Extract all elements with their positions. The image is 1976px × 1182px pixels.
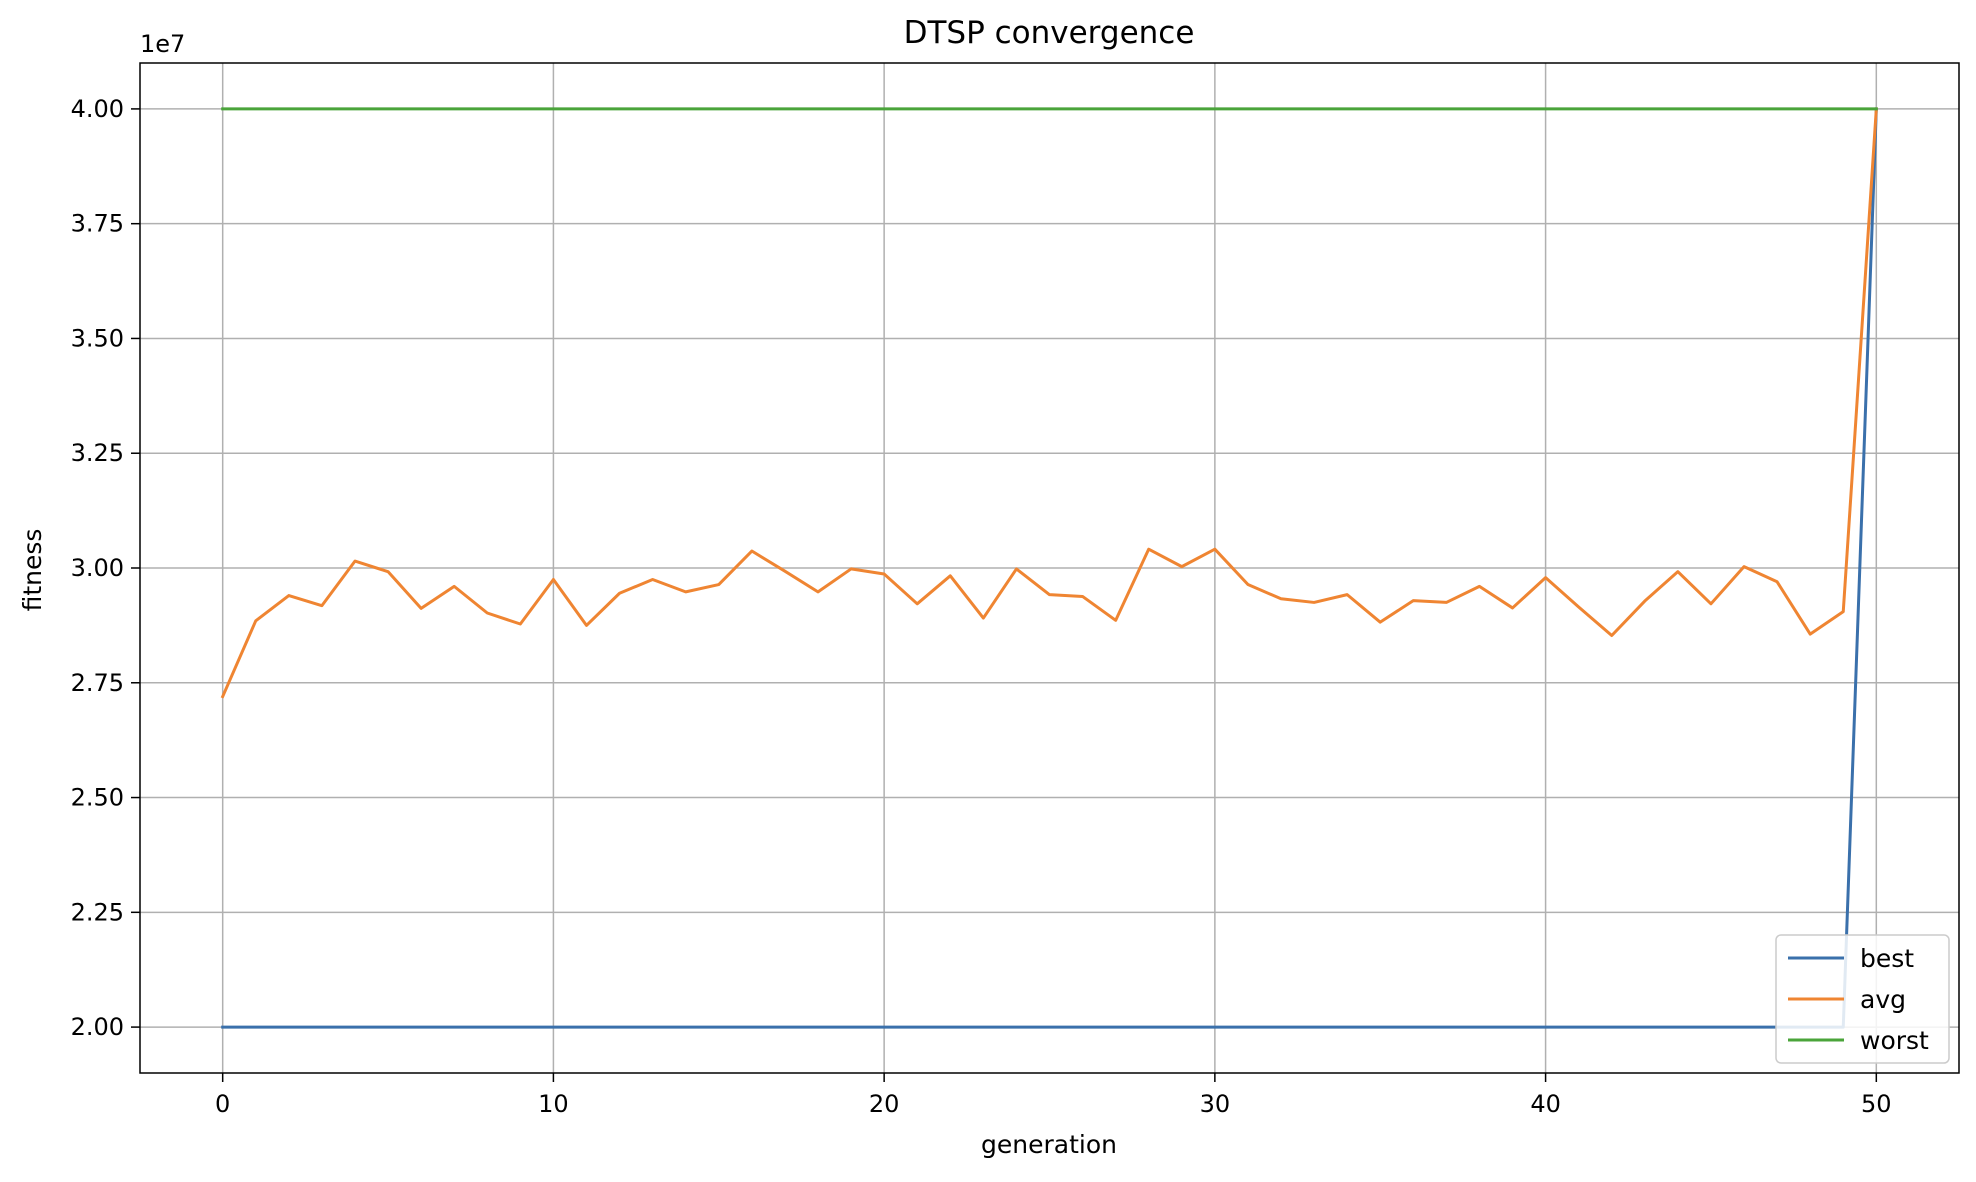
x-tick-label: 30: [1200, 1090, 1231, 1118]
x-tick-label: 40: [1530, 1090, 1561, 1118]
x-axis-label: generation: [981, 1130, 1117, 1159]
series-line-avg: [220, 107, 1878, 699]
x-tick-label: 50: [1861, 1090, 1892, 1118]
x-tick-label: 0: [215, 1090, 230, 1118]
y-axis-label: fitness: [18, 529, 47, 612]
legend-label-best: best: [1860, 944, 1914, 973]
x-tick-label: 20: [869, 1090, 900, 1118]
y-tick-label: 3.50: [71, 324, 124, 352]
y-tick-label: 4.00: [71, 95, 124, 123]
y-axis-offset-label: 1e7: [140, 30, 185, 58]
legend: best avg worst: [1775, 934, 1950, 1064]
series-line-best: [221, 107, 1878, 1029]
legend-label-worst: worst: [1860, 1026, 1929, 1055]
y-tick-label: 3.75: [71, 210, 124, 238]
legend-box: [1775, 934, 1950, 1064]
x-tick-label: 10: [538, 1090, 569, 1118]
y-tick-label: 2.00: [71, 1013, 124, 1041]
chart-title: DTSP convergence: [904, 15, 1195, 51]
axis-ticks: 0 10 20 30 40 50 2.00 2.25 2.50 2.75 3.00 3.25 3.50 3…: [71, 95, 1892, 1118]
y-tick-label: 2.25: [71, 898, 124, 926]
grid-lines: [140, 63, 1959, 1073]
y-tick-label: 2.50: [71, 784, 124, 812]
series-lines: [220, 107, 1878, 1029]
y-tick-label: 2.75: [71, 669, 124, 697]
legend-label-avg: avg: [1860, 985, 1906, 1014]
y-tick-label: 3.00: [71, 554, 124, 582]
y-tick-label: 3.25: [71, 439, 124, 467]
